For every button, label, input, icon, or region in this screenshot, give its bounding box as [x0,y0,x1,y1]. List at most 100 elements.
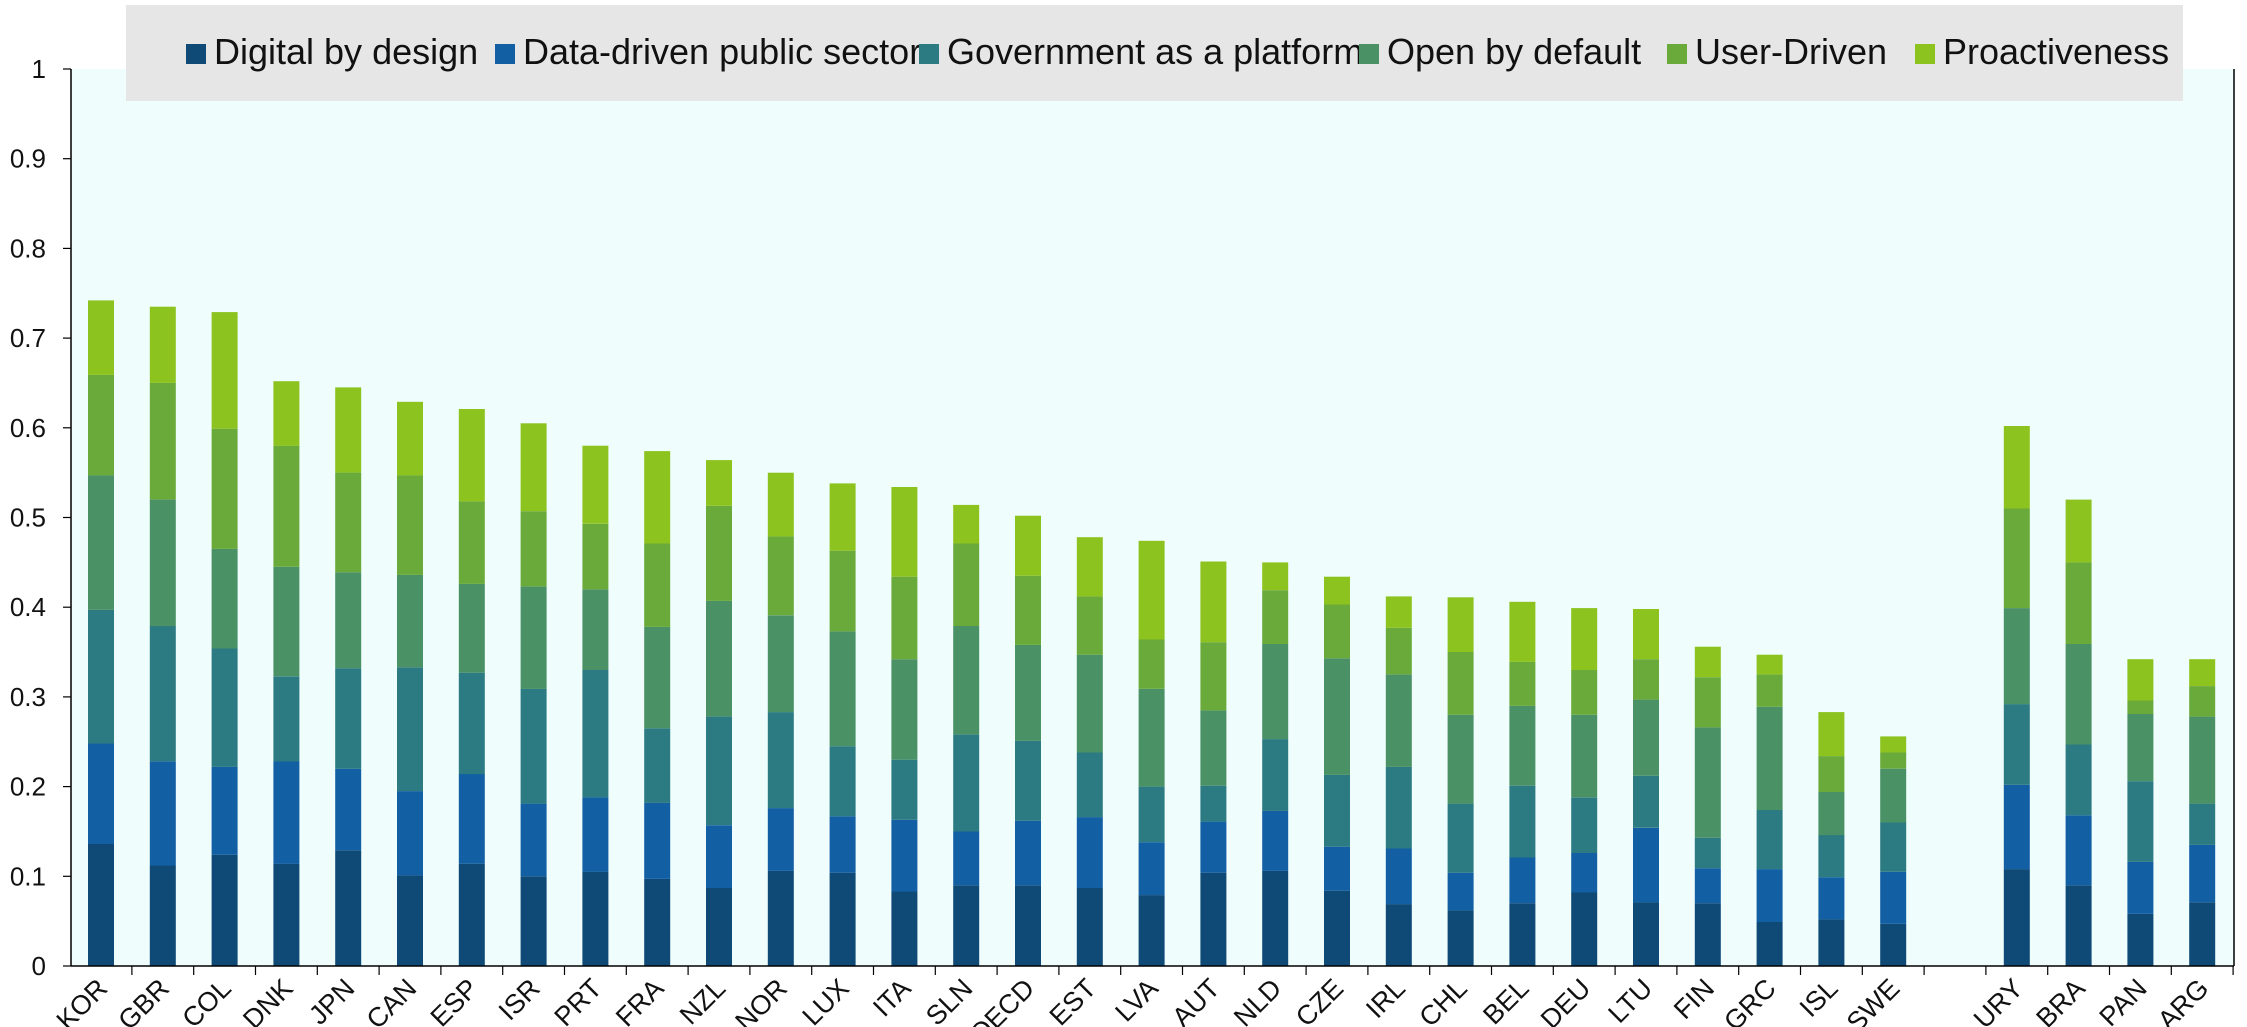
category-label-grc: GRC [1718,973,1782,1027]
y-tick-label: 0.9 [10,144,46,174]
bar-segment-kor-s5 [88,374,114,476]
bar-segment-ita-s3 [891,759,918,820]
bar-segment-col-s5 [211,428,238,549]
category-label-lva: LVA [1109,973,1163,1027]
bar-segment-grc-s3 [1756,809,1783,870]
bar-segment-fin-s4 [1694,727,1721,838]
category-label-est: EST [1044,973,1102,1027]
bar-segment-lux-s3 [829,746,856,817]
bar-segment-bra-s4 [2065,644,2092,745]
bar-segment-swe-s4 [1880,768,1907,823]
bar-segment-lva-s6 [1138,540,1165,640]
bar-segment-esp-s2 [458,774,485,864]
bar-segment-swe-s3 [1880,822,1907,872]
category-label-nor: NOR [729,973,793,1027]
bar-segment-ury-s2 [2003,784,2030,870]
bar-segment-lux-s6 [829,483,856,551]
category-label-ita: ITA [867,973,916,1022]
bar-segment-ury-s4 [2003,608,2030,705]
bar-segment-prt-s1 [582,871,609,966]
bar-segment-jpn-s2 [335,768,362,851]
bar-segment-nor-s6 [767,472,794,537]
category-label-nzl: NZL [674,973,731,1027]
bar-segment-cze-s1 [1324,890,1350,966]
bar-segment-nor-s3 [767,712,794,809]
bar-segment-isr-s4 [520,586,547,689]
bar-segment-oecd-s2 [1015,820,1041,886]
bar-segment-deu-s6 [1571,608,1598,670]
bar-segment-ltu-s3 [1633,775,1659,828]
bar-segment-oecd-s1 [1015,885,1041,966]
bar-segment-lva-s5 [1138,639,1165,689]
category-label-deu: DEU [1535,973,1597,1027]
y-tick-label: 1 [32,54,46,84]
category-label-gbr: GBR [112,973,175,1027]
bar-segment-fin-s2 [1694,868,1721,904]
bar-segment-isl-s4 [1818,792,1845,836]
bar-segment-prt-s5 [582,523,609,590]
bar-segment-aut-s3 [1200,785,1227,822]
legend: Digital by design Data-driven public sect… [126,5,2183,101]
bar-segment-irl-s5 [1385,627,1412,675]
bar-segment-esp-s4 [458,583,485,673]
bar-segment-gbr-s1 [149,865,176,966]
bar-segment-arg-s6 [2189,659,2216,687]
bar-segment-can-s5 [397,475,423,575]
bar-segment-col-s3 [211,648,238,767]
bar-segment-jpn-s3 [335,668,362,769]
bar-segment-ita-s4 [891,659,918,760]
bar-segment-pan-s1 [2127,914,2154,966]
bar-segment-pan-s3 [2127,781,2154,862]
bar-segment-col-s1 [211,854,238,966]
category-label-col: COL [176,973,236,1027]
legend-label-1: Digital by design [214,31,478,72]
bar-segment-gbr-s4 [149,499,176,627]
category-label-sln: SLN [920,973,978,1027]
legend-label-2: Data-driven public sector [523,31,921,72]
bar-segment-grc-s5 [1756,674,1783,707]
bar-segment-isr-s6 [520,423,547,512]
bar-segment-sln-s2 [953,831,980,886]
bar-segment-lva-s3 [1138,786,1165,843]
bar-segment-sln-s3 [953,734,980,832]
bar-segment-bel-s5 [1509,661,1536,706]
category-label-swe: SWE [1841,973,1906,1027]
bar-segment-bra-s1 [2065,885,2092,966]
bar-segment-chl-s6 [1447,597,1474,652]
bar-segment-nld-s2 [1262,810,1289,871]
bar-segment-can-s4 [397,574,423,668]
bar-segment-jpn-s1 [335,850,362,966]
bar-segment-col-s4 [211,548,238,649]
bar-segment-dnk-s5 [273,445,300,567]
y-tick-label: 0.7 [10,323,46,353]
bar-segment-aut-s4 [1200,710,1227,786]
bar-segment-nor-s5 [767,536,794,616]
bar-segment-arg-s2 [2189,844,2216,903]
category-label-dnk: DNK [237,973,299,1027]
bar-segment-arg-s4 [2189,716,2216,804]
bar-segment-lux-s1 [829,872,856,966]
bar-segment-ury-s1 [2003,869,2030,966]
bar-segment-gbr-s5 [149,382,176,500]
bar-segment-pan-s5 [2127,700,2154,714]
bar-segment-chl-s1 [1447,910,1474,966]
bar-segment-ltu-s1 [1633,902,1659,966]
bar-segment-nzl-s3 [706,716,732,826]
legend-swatch-4 [1359,44,1379,64]
bar-segment-fra-s6 [644,451,671,544]
bar-segment-col-s6 [211,312,238,429]
bar-segment-bra-s2 [2065,815,2092,886]
bar-segment-fin-s3 [1694,837,1721,869]
y-tick-label: 0.1 [10,861,46,891]
bar-segment-nld-s3 [1262,739,1289,811]
bar-segment-aut-s5 [1200,642,1227,711]
legend-swatch-3 [919,44,939,64]
bar-segment-ita-s5 [891,576,918,660]
bar-segment-prt-s6 [582,445,609,524]
category-label-isr: ISR [493,973,546,1026]
bar-segment-deu-s4 [1571,714,1598,798]
y-tick-label: 0.2 [10,772,46,802]
bar-segment-sln-s6 [953,504,980,544]
bar-segment-bel-s2 [1509,857,1536,904]
bar-segment-ury-s5 [2003,508,2030,609]
